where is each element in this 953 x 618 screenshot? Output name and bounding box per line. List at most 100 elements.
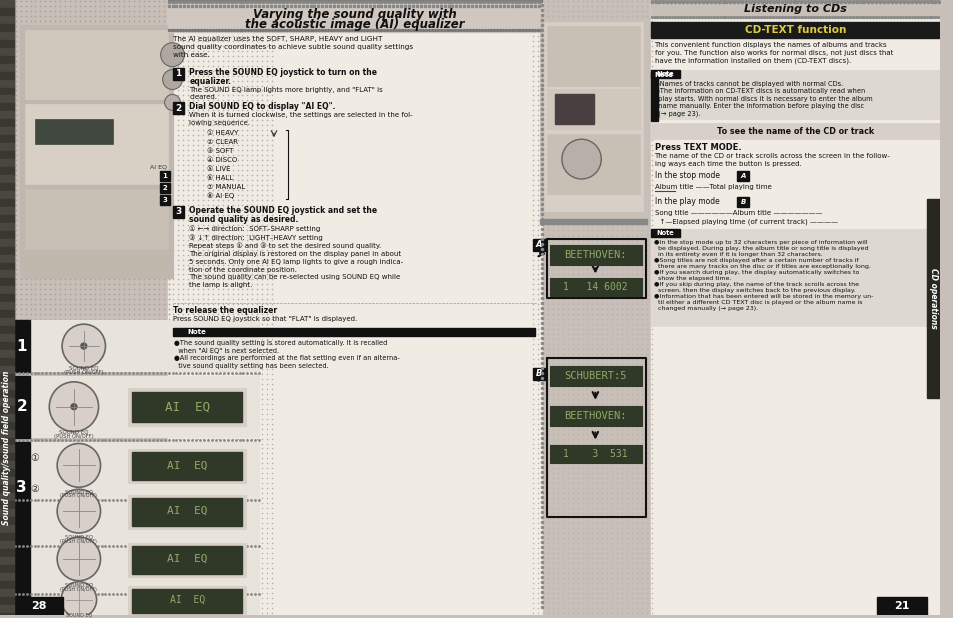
Bar	[25, 30, 168, 99]
Text: Note: Note	[656, 70, 674, 77]
Bar	[172, 103, 184, 114]
Bar	[0, 199, 13, 207]
Text: ↑—Elapsed playing time (of current track) ————: ↑—Elapsed playing time (of current track…	[654, 219, 837, 226]
Text: AI  EQ: AI EQ	[165, 400, 210, 413]
Text: (PUSH ON/OFF): (PUSH ON/OFF)	[54, 434, 93, 439]
Bar	[13, 441, 260, 614]
Text: This convenient function displays the names of albums and tracks
for you. The fu: This convenient function displays the na…	[654, 42, 892, 64]
Bar	[650, 78, 940, 119]
Bar	[0, 222, 13, 231]
Text: Press the SOUND EQ joystick to turn on the: Press the SOUND EQ joystick to turn on t…	[189, 67, 376, 77]
Text: (PUSH ON/OFF): (PUSH ON/OFF)	[60, 586, 97, 591]
Text: B: B	[536, 370, 542, 378]
Text: AI  EQ: AI EQ	[170, 595, 205, 604]
Bar	[159, 183, 170, 193]
Bar	[0, 438, 13, 446]
Bar	[132, 392, 242, 421]
Bar	[550, 446, 641, 464]
Bar	[546, 134, 639, 194]
Text: 1: 1	[175, 69, 181, 78]
Bar	[0, 612, 13, 618]
Bar	[0, 350, 13, 358]
Text: B: B	[740, 199, 745, 205]
Bar	[0, 318, 13, 326]
Bar	[20, 25, 172, 279]
Bar	[650, 0, 940, 614]
Bar	[0, 119, 13, 127]
Bar	[0, 286, 13, 294]
Bar	[0, 549, 13, 557]
Bar	[132, 452, 242, 480]
Text: ② CLEAR: ② CLEAR	[207, 139, 237, 145]
Bar	[0, 143, 13, 151]
Text: Note: Note	[656, 230, 674, 235]
Bar	[159, 171, 170, 181]
Bar	[0, 103, 13, 111]
Bar	[0, 469, 13, 477]
Bar	[0, 0, 13, 8]
Text: BEETHOVEN:: BEETHOVEN:	[563, 410, 626, 421]
Text: Press SOUND EQ joystick so that "FLAT" is displayed.: Press SOUND EQ joystick so that "FLAT" i…	[172, 316, 356, 322]
Bar	[533, 368, 544, 380]
Text: SOUND EQ: SOUND EQ	[59, 430, 89, 434]
Bar	[168, 0, 541, 614]
Bar	[132, 589, 242, 612]
Bar	[0, 16, 13, 24]
Text: (PUSH ON/OFF): (PUSH ON/OFF)	[64, 370, 104, 375]
Text: ⑤ LIVE: ⑤ LIVE	[207, 166, 231, 172]
Bar	[13, 376, 30, 438]
Text: Album title ——Total playing time: Album title ——Total playing time	[654, 184, 770, 190]
Text: ③ SOFT: ③ SOFT	[207, 148, 233, 154]
Bar	[0, 533, 13, 541]
Text: The AI equalizer uses the SOFT, SHARP, HEAVY and LIGHT
sound quality coordinates: The AI equalizer uses the SOFT, SHARP, H…	[172, 36, 413, 58]
Text: the acoustic image (AI) equalizer: the acoustic image (AI) equalizer	[245, 18, 464, 31]
Bar	[13, 320, 260, 372]
Text: Dial SOUND EQ to display "AI EQ".: Dial SOUND EQ to display "AI EQ".	[189, 103, 335, 111]
Bar	[0, 421, 13, 430]
Bar	[0, 151, 13, 159]
Bar	[128, 495, 246, 529]
Bar	[0, 294, 13, 302]
Bar	[0, 8, 13, 16]
Text: The name of the CD or track scrolls across the screen in the follow-
ing ways ea: The name of the CD or track scrolls acro…	[654, 153, 889, 167]
Bar	[650, 0, 940, 18]
Bar	[650, 229, 679, 237]
Bar	[650, 229, 940, 237]
Bar	[128, 586, 246, 616]
Bar	[650, 72, 658, 121]
Bar	[0, 0, 13, 614]
Text: ① HEAVY: ① HEAVY	[207, 130, 238, 136]
Text: ②: ②	[30, 485, 39, 494]
Bar	[0, 40, 13, 48]
Text: SOUND EQ: SOUND EQ	[65, 583, 92, 588]
Text: SOUND EQ: SOUND EQ	[66, 612, 91, 617]
Text: 2: 2	[162, 185, 167, 191]
Bar	[0, 382, 13, 390]
Text: 3: 3	[16, 480, 27, 495]
Bar	[546, 26, 639, 85]
Bar	[159, 195, 170, 205]
Text: In the play mode: In the play mode	[654, 197, 720, 206]
Text: SOUND EQ: SOUND EQ	[65, 489, 92, 494]
Bar	[0, 604, 13, 612]
Text: 1: 1	[162, 173, 167, 179]
Text: 2: 2	[16, 399, 27, 414]
Text: To release the equalizer: To release the equalizer	[172, 307, 276, 315]
Bar	[0, 255, 13, 263]
Bar	[0, 72, 13, 80]
Bar	[0, 541, 13, 549]
Bar	[0, 271, 13, 279]
Bar	[0, 366, 13, 374]
Bar	[555, 95, 594, 124]
Bar	[0, 509, 13, 517]
Bar	[650, 70, 940, 78]
Text: AI  EQ: AI EQ	[167, 506, 208, 516]
Bar	[132, 498, 242, 526]
Bar	[877, 596, 925, 614]
Bar	[13, 320, 30, 372]
Circle shape	[62, 324, 106, 368]
Bar	[0, 342, 13, 350]
Text: ① ←→ direction:  SOFT–SHARP setting
③ ↓↑ direction:  LIGHT–HEAVY setting
Repeat : ① ←→ direction: SOFT–SHARP setting ③ ↓↑ …	[189, 226, 403, 288]
Bar	[0, 493, 13, 501]
Text: AI EQ: AI EQ	[150, 164, 167, 169]
